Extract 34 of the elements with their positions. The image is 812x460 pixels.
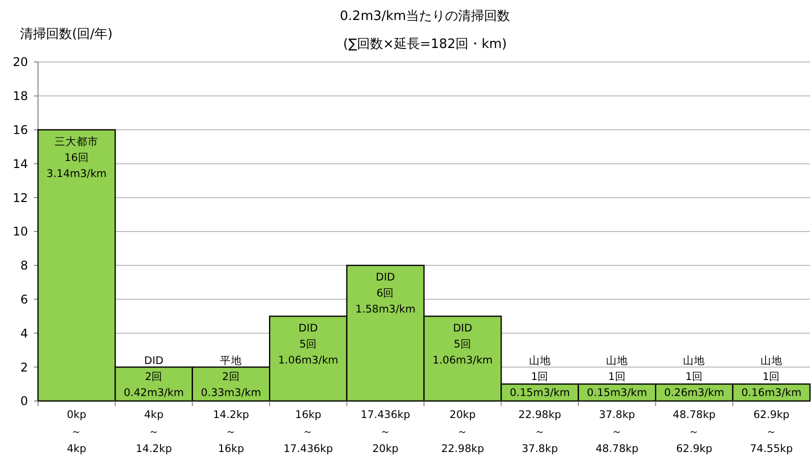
y-tick-label: 18 <box>12 89 28 104</box>
x-tick-label: 17.436kp ～ 20kp <box>360 409 410 455</box>
annotation: 山地 1回 0.15m3/km <box>586 354 648 399</box>
chart-subtitle: (∑回数×延長=182回・km) <box>343 37 507 52</box>
x-tick-label: 62.9kp ～ 74.55kp <box>750 409 794 455</box>
y-tick-label: 14 <box>12 156 28 171</box>
x-tick-label: 48.78kp ～ 62.9kp <box>672 409 716 455</box>
y-tick-label: 0 <box>20 394 28 408</box>
x-tick-label: 4kp ～ 14.2kp <box>136 409 172 455</box>
x-tick-label: 16kp ～ 17.436kp <box>283 409 334 455</box>
chart-title: 0.2m3/km当たりの清掃回数 <box>340 9 510 24</box>
x-tick-label: 37.8kp ～ 48.78kp <box>596 409 639 455</box>
annotation: 山地 1回 0.15m3/km <box>510 354 570 399</box>
y-tick-label: 10 <box>12 224 28 239</box>
y-tick-label: 16 <box>12 123 28 137</box>
annotation: 山地 1回 0.16m3/km <box>741 354 802 399</box>
x-tick-label: 14.2kp ～ 16kp <box>212 409 250 455</box>
annotation: DID 5回 1.06m3/km <box>432 322 493 366</box>
y-tick-label: 8 <box>20 258 28 273</box>
y-tick-label: 20 <box>12 55 28 70</box>
x-tick-label: 0kp ～ 4kp <box>66 409 87 455</box>
annotation: DID 2回 0.42m3/km <box>124 355 184 399</box>
x-tick-label: 20kp ～ 22.98kp <box>441 409 484 455</box>
annotation: 平地 2回 0.33m3/km <box>200 354 262 399</box>
y-axis-title: 清掃回数(回/年) <box>20 27 113 42</box>
y-tick-label: 2 <box>20 360 28 374</box>
y-tick-label: 4 <box>20 326 28 340</box>
annotation: 三大都市 16回 3.14m3/km <box>46 134 107 180</box>
y-tick-label: 12 <box>12 190 28 205</box>
y-tick-label: 6 <box>20 292 28 306</box>
annotation: DID 6回 1.58m3/km <box>355 271 416 316</box>
annotation: DID 5回 1.06m3/km <box>278 322 338 366</box>
x-tick-label: 22.98kp ～ 37.8kp <box>518 409 562 455</box>
annotation: 山地 1回 0.26m3/km <box>664 354 724 399</box>
